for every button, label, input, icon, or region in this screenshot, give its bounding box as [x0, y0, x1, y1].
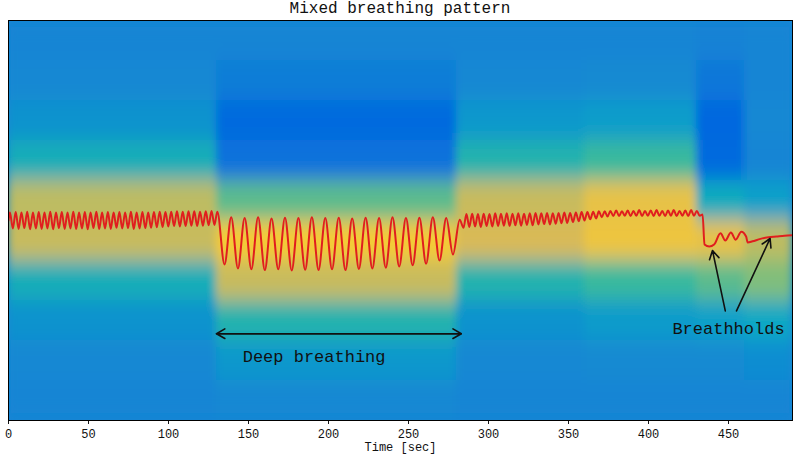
svg-text:Breathholds: Breathholds — [672, 320, 784, 339]
svg-text:200: 200 — [318, 428, 340, 442]
svg-text:400: 400 — [638, 428, 660, 442]
svg-text:Deep breathing: Deep breathing — [243, 348, 386, 367]
svg-text:100: 100 — [158, 428, 180, 442]
svg-text:450: 450 — [718, 428, 740, 442]
html-text:Mixed breathing pattern: Mixed breathing pattern — [289, 0, 511, 18]
svg-text:300: 300 — [478, 428, 500, 442]
svg-text:50: 50 — [81, 428, 95, 442]
svg-text:350: 350 — [558, 428, 580, 442]
svg-text:250: 250 — [397, 428, 420, 442]
svg-text:150: 150 — [238, 428, 260, 442]
svg-text:0: 0 — [5, 428, 12, 442]
svg-text:Time [sec]: Time [sec] — [364, 441, 436, 455]
